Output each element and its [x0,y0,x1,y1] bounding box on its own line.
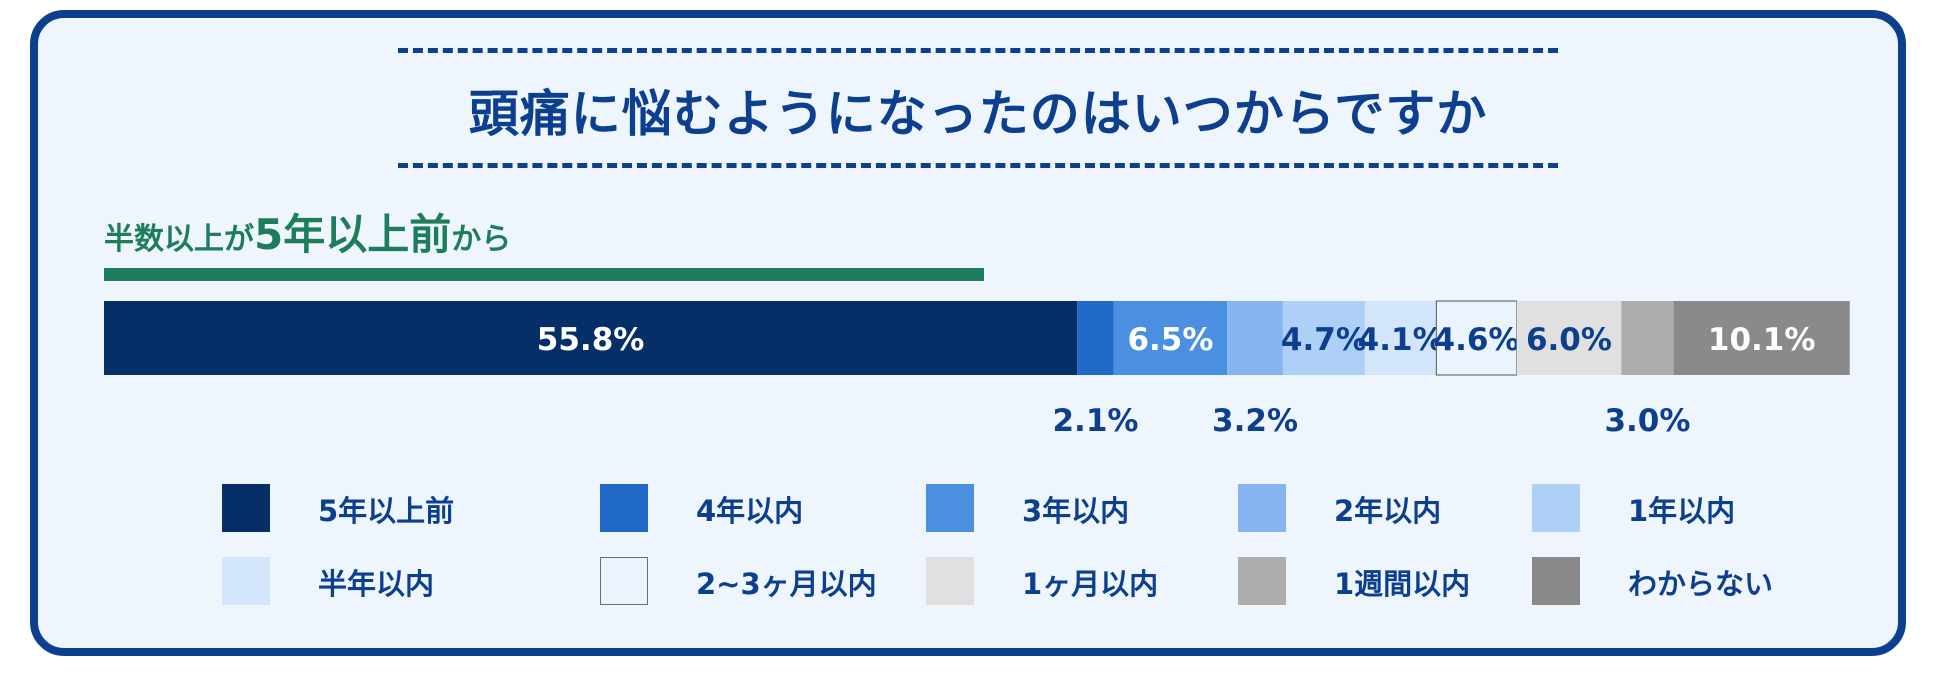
legend-label: 3年以内 [1022,494,1130,528]
legend-label: 1週間以内 [1334,567,1471,601]
chart-title: 頭痛に悩むようになったのはいつからですか [468,85,1488,143]
title-top-dashed-line [398,48,1558,53]
legend-swatch [600,484,648,532]
bar-segment-5 [1282,301,1365,375]
bar-segment-1 [104,301,1078,375]
data-label-7: 4.6% [1434,322,1520,358]
legend-swatch [1532,557,1580,605]
legend-label: 5年以上前 [318,494,455,528]
legend-label: わからない [1628,567,1774,601]
headline-underline [104,268,984,281]
legend-swatch [600,557,648,605]
legend-label: 半年以内 [318,567,435,601]
legend-swatch [1532,484,1580,532]
legend-swatch [926,484,974,532]
legend-swatch [222,557,270,605]
legend-label: 4年以内 [696,494,804,528]
headline-callout: 半数以上が5年以上前から [104,208,511,267]
legend-swatch [222,484,270,532]
bar-segment-6 [1364,301,1437,375]
bar-segment-4 [1227,301,1283,375]
legend-label: 1年以内 [1628,494,1736,528]
bar-segment-8 [1516,301,1622,375]
legend-swatch [1238,484,1286,532]
title-bottom-dashed-line [398,163,1558,168]
data-label-9: 3.0% [1604,403,1690,439]
bar-segment-10 [1673,301,1850,375]
bar-segment-3 [1113,301,1228,375]
data-label-3: 6.5% [1127,322,1213,358]
legend-label: 1ヶ月以内 [1022,567,1159,601]
headline-emphasis: 5年以上前 [254,210,452,259]
headline-prefix: 半数以上が [104,222,254,257]
legend-swatch [1238,557,1286,605]
data-label-1: 55.8% [537,322,645,358]
legend-swatch [926,557,974,605]
bar-segment-2 [1077,301,1114,375]
data-label-10: 10.1% [1708,322,1816,358]
data-label-2: 2.1% [1052,403,1138,439]
bar-segment-9 [1621,301,1674,375]
data-label-8: 6.0% [1526,322,1612,358]
legend-label: 2~3ヶ月以内 [696,567,877,601]
headline-suffix: から [451,222,512,257]
data-label-6: 4.1% [1358,322,1444,358]
legend-label: 2年以内 [1334,494,1442,528]
bar-segment-7 [1435,300,1518,376]
data-label-4: 3.2% [1212,403,1298,439]
data-label-5: 4.7% [1281,322,1367,358]
